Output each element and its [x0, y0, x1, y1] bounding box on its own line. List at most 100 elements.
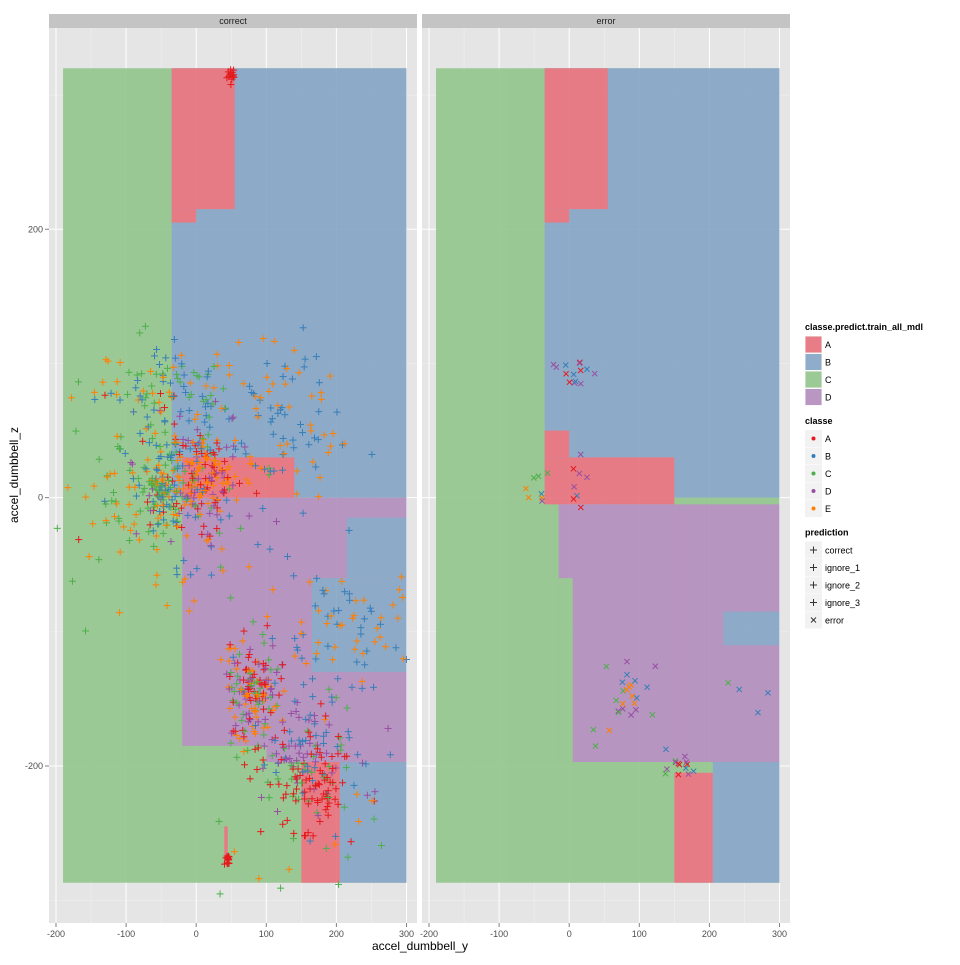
point-correct-marker — [315, 408, 323, 416]
point-correct-marker — [340, 440, 348, 448]
point-correct-marker — [102, 500, 110, 508]
point-correct-marker — [168, 393, 176, 401]
point-correct-marker — [82, 493, 90, 501]
point-error-marker — [613, 697, 620, 704]
point-correct-marker — [170, 511, 178, 519]
point-correct-marker — [235, 338, 243, 346]
point-correct-marker — [336, 622, 344, 630]
point-correct-marker — [185, 393, 193, 401]
point-correct-marker — [233, 680, 241, 688]
point-correct-marker — [208, 469, 216, 477]
point-correct-marker — [185, 417, 193, 425]
point-correct-marker — [305, 441, 313, 449]
point-correct-marker — [308, 795, 316, 803]
point-correct-marker — [139, 437, 147, 445]
point-correct-marker — [187, 571, 195, 579]
point-correct-marker — [320, 732, 328, 740]
point-correct-marker — [165, 493, 173, 501]
point-correct-marker — [358, 684, 366, 692]
point-correct-marker — [224, 645, 232, 653]
point-correct-marker — [155, 398, 163, 406]
region-A — [171, 209, 197, 223]
point-correct-marker — [291, 652, 299, 660]
point-correct-marker — [301, 832, 309, 840]
point-error-marker — [623, 658, 630, 665]
point-correct-marker — [353, 637, 361, 645]
point-error-marker — [615, 708, 622, 715]
point-correct-marker — [263, 622, 271, 630]
point-correct-marker — [226, 673, 234, 681]
point-correct-marker — [272, 768, 280, 776]
point-correct-marker — [277, 884, 285, 892]
point-correct-marker — [132, 530, 140, 538]
point-error-marker — [623, 686, 630, 693]
point-correct-marker — [295, 749, 303, 757]
point-correct-marker — [323, 620, 331, 628]
point-correct-marker — [353, 658, 361, 666]
point-correct-marker — [399, 655, 407, 663]
point-correct-marker — [155, 519, 163, 527]
point-correct-marker — [240, 627, 248, 635]
legend-key-prediction-ignore_1 — [810, 564, 817, 571]
point-correct-marker — [274, 402, 282, 410]
point-correct-marker — [250, 670, 258, 678]
point-correct-marker — [314, 639, 322, 647]
point-correct-marker — [142, 465, 150, 473]
point-correct-marker — [204, 367, 212, 375]
point-correct-marker — [162, 521, 170, 529]
point-error-marker — [563, 370, 569, 377]
point-correct-marker — [165, 388, 173, 396]
point-error-marker — [583, 474, 590, 481]
point-correct-marker — [226, 704, 234, 712]
decision-regions-error — [436, 68, 780, 883]
point-correct-marker — [130, 408, 138, 416]
point-correct-marker — [265, 387, 273, 395]
point-correct-marker — [291, 634, 299, 642]
point-correct-marker — [179, 435, 187, 443]
point-correct-marker — [223, 443, 231, 451]
point-correct-marker — [259, 764, 267, 772]
point-correct-marker — [221, 457, 229, 465]
point-correct-marker — [306, 711, 314, 719]
point-correct-marker — [141, 322, 149, 330]
point-correct-marker — [283, 816, 291, 824]
point-correct-marker — [175, 476, 183, 484]
point-correct-marker — [152, 486, 160, 494]
point-correct-marker — [314, 436, 322, 444]
point-correct-marker — [167, 503, 175, 511]
point-correct-marker — [251, 707, 259, 715]
point-correct-marker — [233, 699, 241, 707]
point-correct-marker — [296, 740, 304, 748]
point-correct-marker — [186, 483, 194, 491]
region-B — [346, 517, 407, 579]
point-correct-marker — [152, 581, 160, 589]
point-correct-marker — [268, 634, 276, 642]
point-correct-marker — [309, 832, 317, 840]
point-correct-marker — [208, 462, 216, 470]
point-correct-marker — [339, 779, 347, 787]
point-error-marker — [628, 712, 635, 719]
point-error-marker — [649, 711, 656, 718]
region-A — [544, 457, 675, 505]
point-correct-marker — [226, 71, 234, 79]
point-correct-marker — [295, 713, 303, 721]
point-correct-marker — [147, 367, 155, 375]
point-correct-marker — [173, 571, 181, 579]
point-correct-marker — [242, 711, 250, 719]
point-correct-marker — [232, 496, 240, 504]
point-error-marker — [577, 380, 584, 387]
point-error-marker — [539, 497, 546, 504]
point-correct-marker — [253, 678, 261, 686]
point-error-marker — [522, 485, 529, 492]
point-correct-marker — [169, 467, 177, 475]
x-tick-label: 200 — [329, 929, 344, 939]
point-correct-marker — [120, 523, 128, 531]
point-correct-marker — [103, 473, 111, 481]
point-correct-marker — [353, 790, 361, 798]
point-correct-marker — [333, 620, 341, 628]
point-correct-marker — [255, 875, 263, 883]
point-correct-marker — [225, 512, 233, 520]
point-correct-marker — [313, 809, 321, 817]
legend-key-prediction-error — [810, 617, 817, 623]
